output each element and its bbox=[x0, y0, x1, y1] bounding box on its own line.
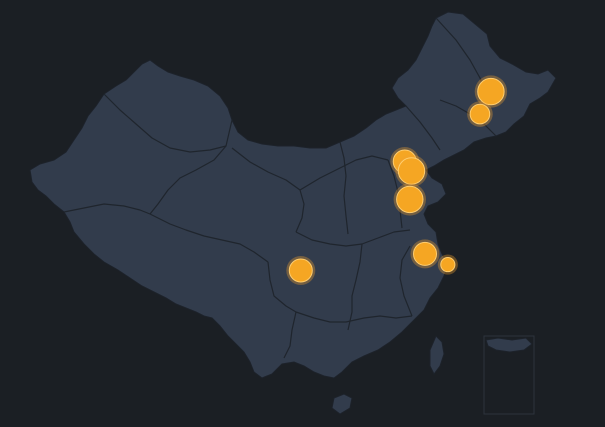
scatter-point-core bbox=[397, 157, 426, 185]
inset-coast bbox=[485, 337, 533, 353]
scatter-point-chengdu[interactable] bbox=[286, 256, 316, 286]
scatter-point-jinan[interactable] bbox=[393, 183, 426, 216]
hainan-region[interactable] bbox=[331, 393, 353, 415]
mainland-region[interactable] bbox=[29, 11, 557, 379]
taiwan-region[interactable] bbox=[429, 335, 445, 375]
scatter-point-nanjing[interactable] bbox=[410, 239, 440, 269]
scatter-point-core bbox=[477, 77, 505, 106]
scatter-point-core bbox=[413, 241, 438, 266]
scatter-point-core bbox=[469, 103, 491, 125]
scatter-point-core bbox=[288, 258, 313, 283]
scatter-point-tianjin[interactable] bbox=[395, 154, 428, 188]
scatter-point-harbin[interactable] bbox=[474, 75, 508, 108]
scatter-point-shanghai[interactable] bbox=[437, 254, 458, 275]
south-china-sea-inset bbox=[483, 335, 535, 415]
scatter-point-core bbox=[440, 257, 456, 273]
scatter-point-core bbox=[396, 185, 424, 214]
scatter-layer bbox=[286, 75, 508, 286]
scatter-point-changchun[interactable] bbox=[467, 101, 493, 127]
